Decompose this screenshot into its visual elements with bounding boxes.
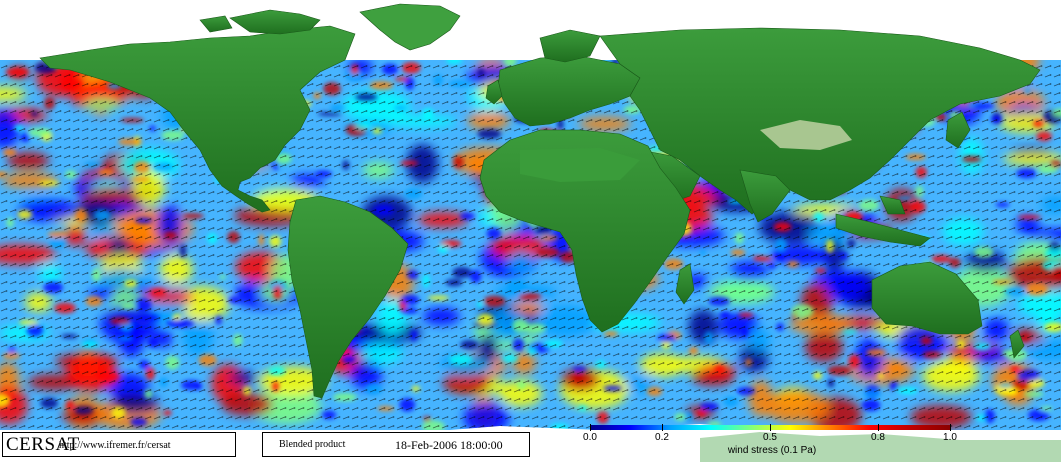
colorbar-title: wind stress (0.1 Pa) xyxy=(727,445,817,456)
colorbar-tick-mark xyxy=(662,424,663,431)
colorbar-tick-label: 0.2 xyxy=(655,432,669,443)
asia xyxy=(599,27,1041,215)
datetime-label: 18-Feb-2006 18:00:00 xyxy=(395,438,503,452)
colorbar-tick-mark xyxy=(950,424,951,431)
continents xyxy=(39,3,1041,399)
colorbar-tick-label: 0.8 xyxy=(871,432,885,443)
colorbar-tick-label: 1.0 xyxy=(943,432,957,443)
colorbar-tick-mark xyxy=(770,424,771,431)
product-box: Blended product 18-Feb-2006 18:00:00 xyxy=(262,432,530,457)
south-america xyxy=(287,195,409,399)
australia xyxy=(871,261,983,335)
africa xyxy=(479,129,691,333)
colorbar-tick-label: 0.0 xyxy=(583,432,597,443)
colorbar-legend: 0.0 0.2 0.5 0.8 1.0 wind stress (0.1 Pa) xyxy=(536,424,996,462)
credit-box: CERSAT http://www.ifremer.fr/cersat xyxy=(2,432,236,457)
product-label: Blended product xyxy=(279,439,346,450)
colorbar-tick-label: 0.5 xyxy=(763,432,777,443)
colorbar-tick-mark xyxy=(590,424,591,431)
cersat-logo: CERSAT xyxy=(6,434,80,455)
colorbar-tick-mark xyxy=(878,424,879,431)
credit-url[interactable]: http://www.ifremer.fr/cersat xyxy=(59,440,171,451)
greenland xyxy=(359,3,461,51)
arctic-islands xyxy=(229,9,321,35)
europe xyxy=(497,55,641,127)
